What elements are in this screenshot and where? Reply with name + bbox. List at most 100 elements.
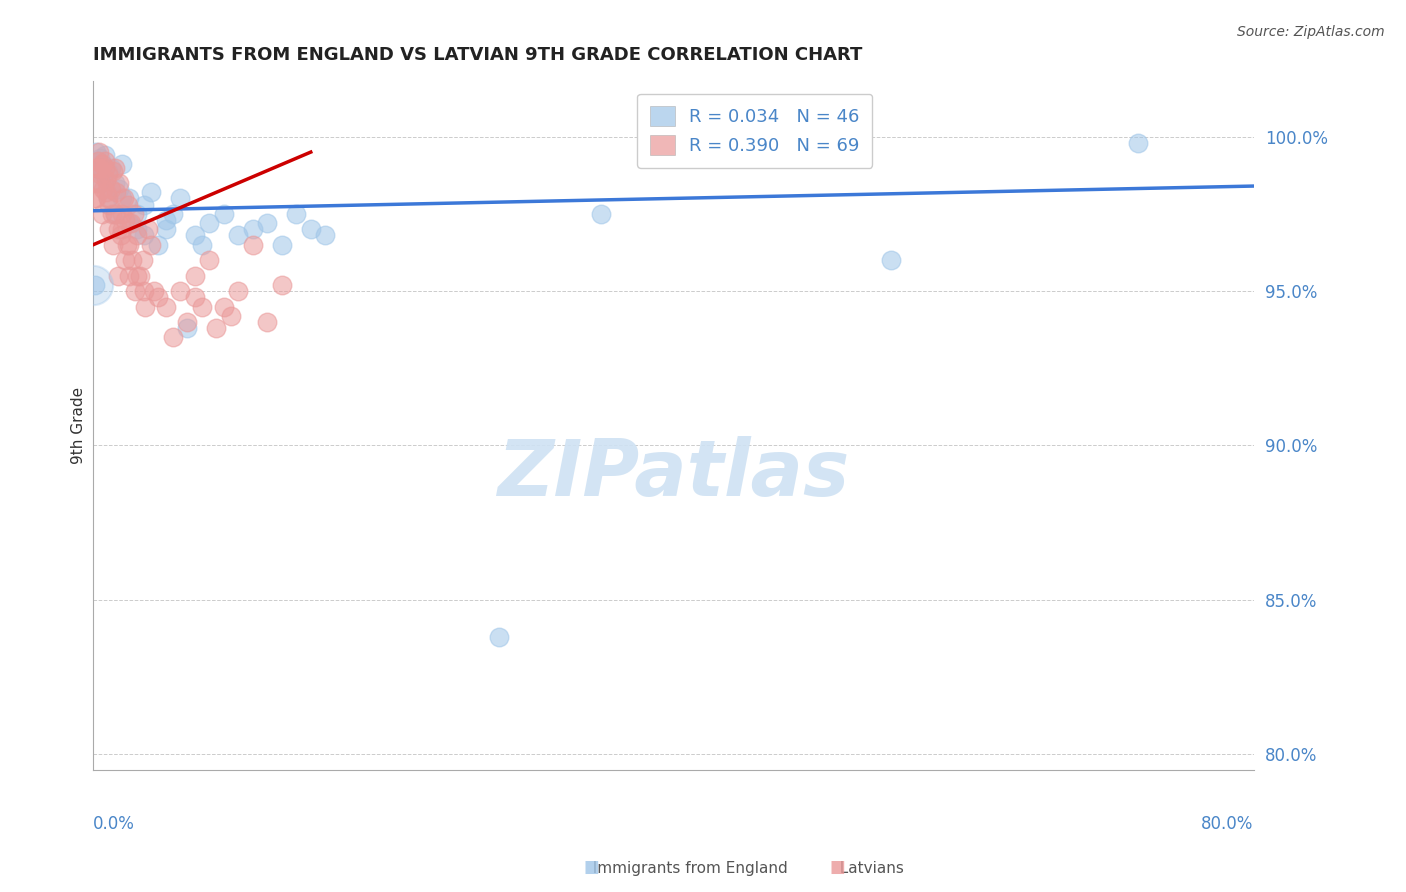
Point [101,207,124,221]
Point [242,237,264,252]
Point [104,161,127,175]
Point [122,207,145,221]
Point [115,237,138,252]
Text: ZIPatlas: ZIPatlas [498,435,849,512]
Point [132,228,155,243]
Point [98,197,121,211]
Point [132,197,155,211]
Point [100,182,122,196]
Point [242,222,264,236]
Point [86,154,108,169]
Point [103,237,125,252]
Point [83,191,105,205]
Point [118,268,141,283]
Point [120,216,142,230]
Point [270,237,292,252]
Point [125,207,148,221]
Point [155,222,177,236]
Point [141,237,163,252]
Point [131,253,153,268]
Point [90,157,112,171]
Point [155,213,177,227]
Point [91,167,114,181]
Point [94,148,117,162]
Point [112,191,135,205]
Point [90,207,112,221]
Point [108,176,131,190]
Point [256,216,278,230]
Point [104,176,127,190]
Point [226,284,249,298]
Text: Immigrants from England: Immigrants from England [583,861,789,876]
Point [125,222,148,236]
Point [176,315,198,329]
Point [89,176,111,190]
Point [104,207,127,221]
Point [314,228,336,243]
Text: 0.0%: 0.0% [93,814,135,832]
Point [125,268,148,283]
Point [83,277,105,292]
Text: ■: ■ [583,858,599,876]
Point [183,268,205,283]
Point [84,191,107,205]
Point [219,309,242,323]
Point [118,191,141,205]
Text: IMMIGRANTS FROM ENGLAND VS LATVIAN 9TH GRADE CORRELATION CHART: IMMIGRANTS FROM ENGLAND VS LATVIAN 9TH G… [93,46,862,64]
Point [86,161,108,175]
Point [107,268,129,283]
Point [183,290,205,304]
Point [155,300,177,314]
Y-axis label: 9th Grade: 9th Grade [72,387,86,464]
Point [100,161,122,175]
Point [86,161,108,175]
Point [212,207,235,221]
Point [110,228,132,243]
Text: ■: ■ [830,858,845,876]
Point [162,207,184,221]
Point [136,222,159,236]
Point [107,222,129,236]
Point [97,191,120,205]
Point [97,163,120,178]
Point [98,222,121,236]
Point [108,182,131,196]
Text: Latvians: Latvians [830,861,904,876]
Point [96,186,118,200]
Point [87,161,110,175]
Point [148,237,170,252]
Point [89,167,111,181]
Text: Source: ZipAtlas.com: Source: ZipAtlas.com [1237,25,1385,39]
Point [141,186,163,200]
Point [105,186,128,200]
Point [132,284,155,298]
Point [89,176,111,190]
Point [134,300,156,314]
Point [148,290,170,304]
Point [96,173,118,187]
Point [111,222,134,236]
Point [84,145,107,159]
Point [87,145,110,159]
Point [488,630,510,644]
Point [198,216,221,230]
Point [169,284,191,298]
Point [191,300,214,314]
Text: 80.0%: 80.0% [1201,814,1254,832]
Point [84,176,107,190]
Point [121,253,143,268]
Point [111,207,134,221]
Point [86,154,108,169]
Point [91,182,114,196]
Point [82,277,104,292]
Point [114,253,136,268]
Point [94,161,117,175]
Point [270,277,292,292]
Point [285,207,308,221]
Point [87,161,110,175]
Point [104,207,127,221]
Point [117,197,139,211]
Point [94,154,117,169]
Point [90,157,112,171]
Legend: R = 0.034   N = 46, R = 0.390   N = 69: R = 0.034 N = 46, R = 0.390 N = 69 [637,94,872,168]
